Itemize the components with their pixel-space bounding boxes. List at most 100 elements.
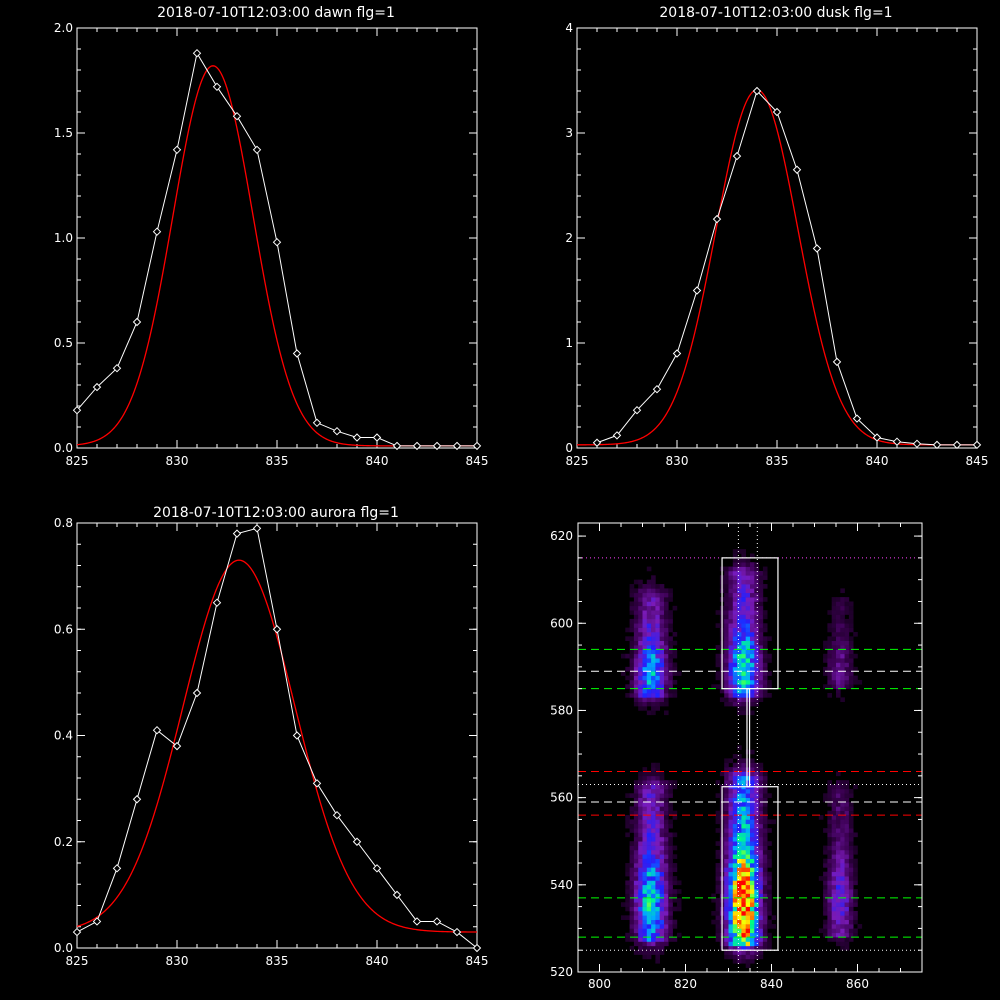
image-pixel bbox=[638, 945, 643, 951]
image-pixel bbox=[724, 893, 729, 899]
spectral-x-tick-label: 800 bbox=[588, 977, 611, 991]
aurora-x-tick-label: 835 bbox=[266, 954, 289, 968]
image-pixel bbox=[745, 919, 751, 925]
image-pixel bbox=[629, 854, 635, 859]
image-pixel bbox=[642, 640, 648, 646]
image-pixel bbox=[646, 841, 652, 846]
image-pixel bbox=[724, 810, 729, 816]
image-pixel bbox=[724, 941, 729, 947]
image-pixel bbox=[728, 684, 734, 689]
image-pixel bbox=[638, 780, 643, 785]
image-pixel bbox=[659, 780, 665, 785]
image-pixel bbox=[629, 937, 635, 942]
image-pixel bbox=[659, 819, 665, 825]
image-pixel bbox=[831, 810, 837, 816]
image-pixel bbox=[659, 884, 665, 890]
image-pixel bbox=[827, 836, 832, 842]
image-pixel bbox=[758, 889, 764, 894]
image-pixel bbox=[840, 788, 845, 794]
image-pixel bbox=[758, 579, 764, 585]
image-pixel bbox=[642, 823, 648, 829]
image-pixel bbox=[672, 906, 678, 912]
image-pixel bbox=[728, 758, 734, 764]
image-pixel bbox=[848, 849, 854, 855]
image-pixel bbox=[638, 614, 643, 620]
image-pixel bbox=[633, 806, 639, 812]
image-pixel bbox=[715, 849, 721, 855]
image-pixel bbox=[646, 780, 652, 785]
image-pixel bbox=[836, 924, 841, 929]
image-pixel bbox=[732, 941, 738, 947]
image-pixel bbox=[646, 915, 652, 920]
image-pixel bbox=[633, 684, 639, 689]
image-pixel bbox=[646, 697, 652, 703]
image-pixel bbox=[629, 945, 635, 951]
image-pixel bbox=[754, 762, 759, 768]
image-pixel bbox=[750, 710, 755, 716]
image-pixel bbox=[840, 801, 845, 807]
image-pixel bbox=[737, 675, 742, 681]
image-pixel bbox=[745, 810, 751, 816]
image-pixel bbox=[750, 588, 755, 594]
image-pixel bbox=[642, 950, 648, 955]
image-pixel bbox=[676, 880, 682, 886]
image-pixel bbox=[827, 880, 832, 886]
image-pixel bbox=[848, 845, 854, 851]
image-pixel bbox=[668, 915, 673, 920]
aurora-data-point bbox=[332, 810, 342, 820]
image-pixel bbox=[758, 623, 764, 628]
image-pixel bbox=[672, 854, 678, 859]
image-pixel bbox=[831, 902, 837, 907]
image-pixel bbox=[732, 640, 738, 646]
image-pixel bbox=[741, 863, 746, 868]
image-pixel bbox=[642, 806, 648, 812]
image-pixel bbox=[771, 915, 777, 920]
image-pixel bbox=[732, 828, 738, 833]
image-pixel bbox=[633, 618, 639, 624]
image-pixel bbox=[848, 832, 854, 838]
image-pixel bbox=[651, 810, 656, 816]
image-pixel bbox=[728, 579, 734, 585]
image-pixel bbox=[633, 854, 639, 859]
image-pixel bbox=[823, 876, 828, 881]
image-pixel bbox=[823, 793, 828, 798]
image-pixel bbox=[625, 867, 630, 873]
image-pixel bbox=[638, 849, 643, 855]
image-pixel bbox=[840, 845, 845, 851]
image-pixel bbox=[745, 876, 751, 881]
image-pixel bbox=[672, 845, 678, 851]
image-pixel bbox=[758, 906, 764, 912]
image-pixel bbox=[762, 884, 768, 890]
image-pixel bbox=[741, 584, 746, 589]
image-pixel bbox=[758, 801, 764, 807]
image-pixel bbox=[831, 915, 837, 920]
image-pixel bbox=[655, 828, 660, 833]
image-pixel bbox=[651, 849, 656, 855]
image-pixel bbox=[629, 605, 635, 611]
image-pixel bbox=[745, 819, 751, 825]
image-pixel bbox=[831, 640, 837, 646]
dawn-y-tick-label: 1.5 bbox=[54, 126, 73, 140]
image-pixel bbox=[831, 841, 837, 846]
image-pixel bbox=[638, 640, 643, 646]
image-pixel bbox=[823, 858, 828, 864]
image-pixel bbox=[741, 688, 746, 694]
image-pixel bbox=[655, 841, 660, 846]
image-pixel bbox=[750, 579, 755, 585]
image-pixel bbox=[737, 801, 742, 807]
image-pixel bbox=[651, 614, 656, 620]
image-pixel bbox=[664, 662, 669, 668]
image-pixel bbox=[737, 771, 742, 777]
image-pixel bbox=[745, 601, 751, 607]
image-pixel bbox=[642, 610, 648, 615]
image-pixel bbox=[745, 893, 751, 899]
image-pixel bbox=[732, 915, 738, 920]
image-pixel bbox=[642, 828, 648, 833]
image-pixel bbox=[646, 876, 652, 881]
image-pixel bbox=[655, 688, 660, 694]
image-pixel bbox=[724, 836, 729, 842]
image-pixel bbox=[831, 876, 837, 881]
image-pixel bbox=[758, 863, 764, 868]
image-pixel bbox=[728, 627, 734, 633]
image-pixel bbox=[638, 863, 643, 868]
